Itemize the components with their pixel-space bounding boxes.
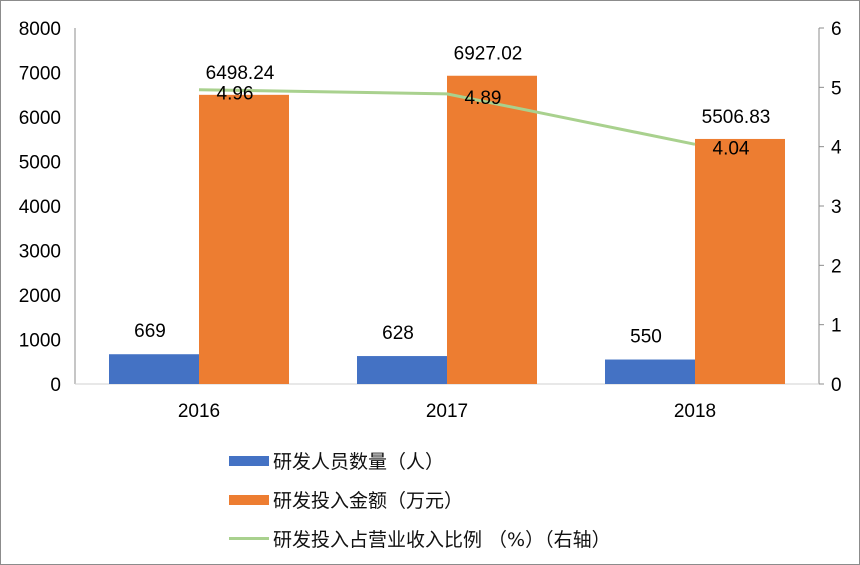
- data-label-ratio: 4.89: [465, 88, 502, 109]
- data-label-investment: 5506.83: [702, 107, 771, 128]
- left-tick-label: 3000: [19, 242, 61, 263]
- data-label-staff: 550: [630, 327, 662, 348]
- data-label-ratio: 4.04: [713, 138, 750, 159]
- left-tick-label: 0: [50, 375, 61, 396]
- left-tick-label: 2000: [19, 286, 61, 307]
- data-label-ratio: 4.96: [217, 84, 254, 105]
- left-tick-label: 7000: [19, 64, 61, 85]
- left-tick-label: 1000: [19, 331, 61, 352]
- left-tick-label: 4000: [19, 197, 61, 218]
- legend-swatch-orange: [229, 494, 269, 505]
- data-label-staff: 628: [382, 323, 414, 344]
- legend-swatch-blue: [229, 455, 269, 466]
- legend-label: 研发投入占营业收入比例 （%）（右轴）: [273, 529, 611, 551]
- left-tick-label: 8000: [19, 19, 61, 40]
- legend-item-staff: 研发人员数量（人）: [229, 441, 611, 480]
- bar-investment: [447, 75, 537, 384]
- legend-swatch-line: [229, 537, 269, 540]
- right-tick-label: 4: [831, 138, 842, 159]
- x-tick-label: 2016: [178, 401, 220, 422]
- left-tick-label: 6000: [19, 108, 61, 129]
- data-label-investment: 6927.02: [454, 44, 523, 65]
- right-tick-label: 0: [831, 375, 842, 396]
- right-tick-label: 6: [831, 19, 842, 40]
- data-label-staff: 669: [134, 321, 166, 342]
- bar-investment: [199, 94, 289, 385]
- right-tick-label: 3: [831, 197, 842, 218]
- bar-staff: [357, 356, 447, 384]
- legend-label: 研发人员数量（人）: [273, 451, 445, 473]
- right-tick-label: 2: [831, 256, 842, 277]
- data-label-investment: 6498.24: [206, 63, 275, 84]
- right-tick-label: 5: [831, 78, 842, 99]
- line-ratio: [198, 88, 696, 146]
- left-tick-label: 5000: [19, 153, 61, 174]
- legend: 研发人员数量（人） 研发投入金额（万元） 研发投入占营业收入比例 （%）（右轴）: [229, 441, 611, 558]
- right-tick-label: 1: [831, 316, 842, 337]
- legend-item-investment: 研发投入金额（万元）: [229, 480, 611, 519]
- bar-staff: [605, 359, 695, 384]
- bar-staff: [109, 354, 199, 384]
- x-tick-label: 2018: [674, 401, 716, 422]
- legend-item-ratio: 研发投入占营业收入比例 （%）（右轴）: [229, 519, 611, 558]
- bar-investment: [695, 138, 785, 384]
- x-tick-label: 2017: [426, 401, 468, 422]
- legend-label: 研发投入金额（万元）: [273, 490, 464, 512]
